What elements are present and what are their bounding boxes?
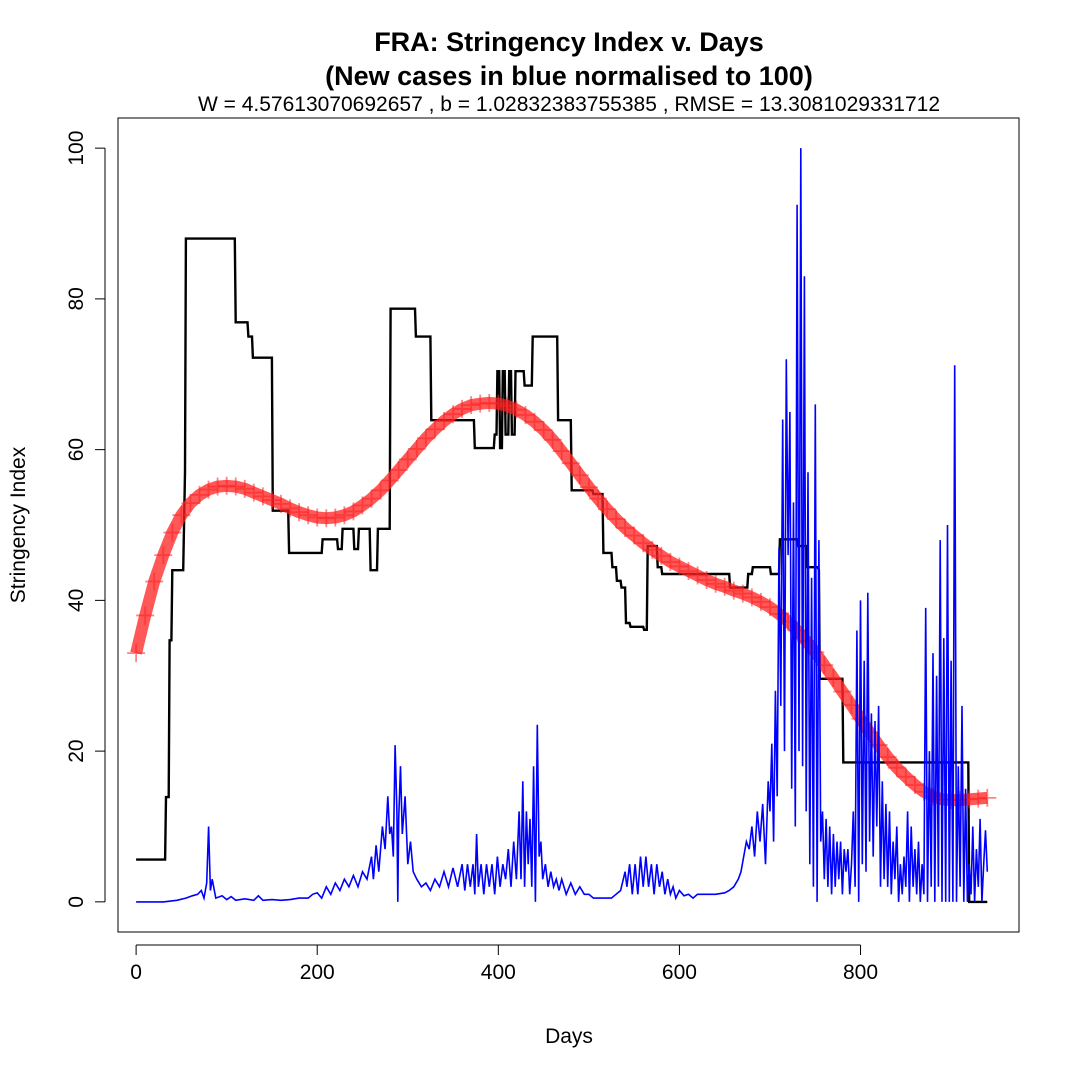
fit-marker bbox=[127, 644, 146, 663]
fit-marker bbox=[905, 776, 924, 795]
fit-marker bbox=[733, 584, 752, 603]
fit-marker bbox=[552, 442, 571, 461]
new-cases-line bbox=[136, 148, 989, 903]
fit-marker bbox=[172, 506, 191, 525]
fit-marker bbox=[299, 506, 318, 525]
fit-marker bbox=[507, 400, 526, 419]
fit-marker bbox=[670, 557, 689, 576]
plot-frame bbox=[117, 117, 1020, 933]
fit-marker bbox=[453, 399, 472, 418]
fit-marker bbox=[262, 491, 281, 510]
x-tick-label: 200 bbox=[300, 961, 335, 984]
fit-marker bbox=[525, 412, 544, 431]
fit-marker bbox=[561, 454, 580, 473]
fit-marker bbox=[534, 421, 553, 440]
fit-marker bbox=[326, 508, 345, 527]
fit-marker bbox=[398, 450, 417, 469]
fit-marker bbox=[163, 523, 182, 542]
fit-marker bbox=[579, 478, 598, 497]
x-tick-label: 800 bbox=[843, 961, 878, 984]
y-tick-label: 100 bbox=[65, 131, 88, 166]
y-axis: 0 20 40 60 80 100 bbox=[65, 131, 106, 908]
fit-marker bbox=[878, 748, 897, 767]
fit-marker bbox=[281, 499, 300, 518]
fit-marker bbox=[742, 588, 761, 607]
fit-marker bbox=[543, 430, 562, 449]
y-tick-label: 80 bbox=[65, 287, 88, 310]
fit-marker bbox=[434, 411, 453, 430]
fit-marker bbox=[751, 592, 770, 611]
y-tick-label: 0 bbox=[65, 896, 88, 908]
fit-marker bbox=[570, 466, 589, 485]
fit-marker bbox=[597, 500, 616, 519]
x-axis-label: Days bbox=[545, 1025, 593, 1048]
fit-marker bbox=[407, 439, 426, 458]
y-tick-label: 20 bbox=[65, 739, 88, 762]
fit-marker bbox=[688, 566, 707, 585]
x-tick-label: 0 bbox=[130, 961, 142, 984]
fit-marker bbox=[462, 396, 481, 415]
fit-marker bbox=[706, 574, 725, 593]
fit-marker bbox=[724, 581, 743, 600]
fit-marker bbox=[652, 546, 671, 565]
fit-marker bbox=[625, 526, 644, 545]
fit-marker bbox=[833, 682, 852, 701]
x-tick-label: 600 bbox=[662, 961, 697, 984]
fit-marker bbox=[498, 396, 517, 415]
fit-marker bbox=[226, 477, 245, 496]
fit-marker bbox=[661, 552, 680, 571]
x-tick-label: 400 bbox=[481, 961, 516, 984]
y-axis-label: Stringency Index bbox=[7, 446, 30, 603]
fit-marker bbox=[244, 483, 263, 502]
chart-title: FRA: Stringency Index v. Days bbox=[374, 27, 764, 57]
fit-marker bbox=[416, 429, 435, 448]
fit-marker bbox=[362, 489, 381, 508]
fit-marker bbox=[588, 489, 607, 508]
fit-marker bbox=[271, 494, 290, 513]
fit-marker bbox=[643, 540, 662, 559]
y-tick-label: 40 bbox=[65, 589, 88, 612]
fit-marker bbox=[145, 572, 164, 591]
fit-marker bbox=[679, 561, 698, 580]
fit-marker bbox=[353, 496, 372, 515]
fit-marker bbox=[425, 420, 444, 439]
fit-marker bbox=[235, 479, 254, 498]
fit-marker bbox=[896, 767, 915, 786]
fit-marker bbox=[634, 534, 653, 553]
fit-marker bbox=[190, 485, 209, 504]
fit-marker bbox=[199, 480, 218, 499]
fit-marker bbox=[760, 598, 779, 617]
chart-subtitle: W = 4.57613070692657 , b = 1.02832383755… bbox=[198, 93, 940, 116]
chart-title-line2: (New cases in blue normalised to 100) bbox=[325, 61, 813, 91]
fit-marker bbox=[380, 471, 399, 490]
fit-marker bbox=[607, 509, 626, 528]
x-axis: 0 200 400 600 800 bbox=[130, 944, 878, 984]
fit-marker bbox=[154, 546, 173, 565]
fit-marker bbox=[887, 758, 906, 777]
fit-marker bbox=[344, 502, 363, 521]
fit-markers bbox=[127, 393, 997, 810]
fit-marker bbox=[136, 606, 155, 625]
fit-marker bbox=[824, 669, 843, 688]
fit-marker bbox=[290, 503, 309, 522]
fit-marker bbox=[181, 494, 200, 513]
y-tick-label: 60 bbox=[65, 438, 88, 461]
fit-marker bbox=[489, 394, 508, 413]
fit-marker bbox=[371, 481, 390, 500]
fit-marker bbox=[616, 519, 635, 538]
fit-marker bbox=[978, 788, 997, 807]
fit-marker bbox=[697, 571, 716, 590]
series-layer bbox=[127, 148, 997, 904]
fit-marker bbox=[389, 460, 408, 479]
fit-marker bbox=[715, 577, 734, 596]
fit-marker bbox=[335, 506, 354, 525]
fit-marker bbox=[444, 405, 463, 424]
fit-marker bbox=[253, 487, 272, 506]
fit-marker bbox=[516, 405, 535, 424]
